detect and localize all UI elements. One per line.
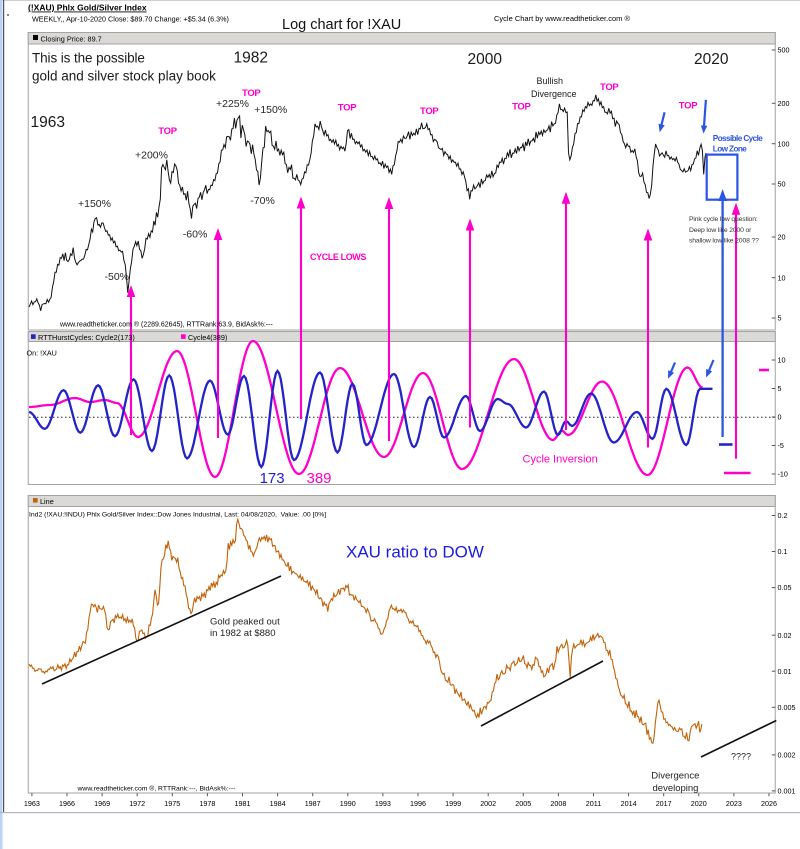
svg-text:Deep low like 2000 or: Deep low like 2000 or <box>689 227 752 234</box>
svg-text:gold and silver stock play boo: gold and silver stock play book <box>32 68 216 83</box>
svg-text:TOP: TOP <box>158 126 177 137</box>
svg-text:1996: 1996 <box>410 799 426 808</box>
svg-text:WEEKLY,, Apr-10-2020 Close:: WEEKLY,, Apr-10-2020 Close: $89.70 Chang… <box>32 15 229 24</box>
svg-text:50: 50 <box>778 180 786 189</box>
svg-text:0: 0 <box>778 413 782 422</box>
svg-text:0.05: 0.05 <box>778 583 792 592</box>
svg-text:+200%: +200% <box>135 150 168 162</box>
svg-text:Bullish: Bullish <box>537 76 564 86</box>
svg-text:0.002: 0.002 <box>778 751 796 760</box>
svg-text:0.02: 0.02 <box>778 631 792 640</box>
svg-text:2002: 2002 <box>480 799 496 808</box>
svg-text:0.005: 0.005 <box>778 703 796 712</box>
svg-text:developing: developing <box>653 783 699 794</box>
svg-text:10: 10 <box>778 273 786 282</box>
svg-text:Line: Line <box>40 497 54 506</box>
svg-text:2000: 2000 <box>468 51 503 68</box>
svg-text:CYCLE LOWS: CYCLE LOWS <box>310 252 366 262</box>
svg-text:-10: -10 <box>778 470 788 479</box>
svg-text:-60%: -60% <box>183 229 208 241</box>
svg-text:1972: 1972 <box>129 799 145 808</box>
svg-text:1999: 1999 <box>445 799 461 808</box>
svg-text:TOP: TOP <box>420 106 439 117</box>
svg-text:+150%: +150% <box>78 198 111 210</box>
svg-text:2020: 2020 <box>694 51 729 68</box>
svg-text:1963: 1963 <box>31 114 65 131</box>
svg-text:0.01: 0.01 <box>778 667 792 676</box>
svg-text:TOP: TOP <box>338 103 357 114</box>
svg-text:(!XAU) Phlx Gold/Silver Index: (!XAU) Phlx Gold/Silver Index <box>28 3 147 13</box>
svg-text:Pink cycle low question:: Pink cycle low question: <box>689 216 758 223</box>
svg-text:1982: 1982 <box>234 50 268 67</box>
svg-text:0.001: 0.001 <box>778 787 796 796</box>
svg-text:173: 173 <box>260 470 285 487</box>
svg-text:TOP: TOP <box>242 88 261 99</box>
svg-text:Closing Price: 89.7: Closing Price: 89.7 <box>41 34 102 43</box>
svg-text:TOP: TOP <box>679 100 698 111</box>
svg-text:in 1982 at $880: in 1982 at $880 <box>210 628 276 639</box>
svg-text:+225%: +225% <box>216 98 249 110</box>
svg-text:Log chart for !XAU: Log chart for !XAU <box>282 17 401 33</box>
svg-text:1978: 1978 <box>199 799 215 808</box>
svg-text:200: 200 <box>778 99 790 108</box>
svg-text:1966: 1966 <box>59 799 75 808</box>
svg-text:2008: 2008 <box>550 799 566 808</box>
svg-text:1975: 1975 <box>164 799 180 808</box>
svg-text:+150%: +150% <box>254 104 287 116</box>
svg-text:Divergence: Divergence <box>651 771 699 782</box>
svg-text:On: !XAU: On: !XAU <box>27 349 57 358</box>
svg-text:RTTHurstCycles: Cycle2(173): RTTHurstCycles: Cycle2(173) <box>38 333 135 342</box>
svg-text:1969: 1969 <box>94 799 110 808</box>
svg-text:Ind2 (!XAU:!INDU) Phlx Gold/Si: Ind2 (!XAU:!INDU) Phlx Gold/Silver Index… <box>29 512 326 519</box>
svg-text:2017: 2017 <box>656 799 672 808</box>
svg-text:100: 100 <box>778 139 790 148</box>
svg-text:20: 20 <box>778 233 786 242</box>
svg-text:Possible Cycle: Possible Cycle <box>713 134 763 143</box>
svg-text:????: ???? <box>731 752 751 762</box>
svg-text:2011: 2011 <box>586 799 601 808</box>
svg-text:This is the possible: This is the possible <box>32 50 145 65</box>
svg-text:1993: 1993 <box>375 799 391 808</box>
svg-text:2005: 2005 <box>515 799 531 808</box>
svg-text:Divergence: Divergence <box>531 89 577 99</box>
svg-text:0.2: 0.2 <box>778 511 788 520</box>
svg-text:Gold peaked out: Gold peaked out <box>210 617 280 628</box>
svg-text:389: 389 <box>307 470 332 487</box>
svg-text:www.readtheticker.com ®, RTTRa: www.readtheticker.com ®, RTTRank:---, Bi… <box>77 785 236 793</box>
svg-text:0.1: 0.1 <box>778 547 788 556</box>
svg-text:XAU ratio to DOW: XAU ratio to DOW <box>346 543 484 562</box>
svg-text:500: 500 <box>778 46 790 55</box>
svg-text:10: 10 <box>778 356 786 365</box>
svg-text:Low Zone: Low Zone <box>713 145 747 154</box>
svg-text:5: 5 <box>778 314 782 323</box>
svg-text:-5: -5 <box>778 441 784 450</box>
svg-text:5: 5 <box>778 384 782 393</box>
svg-text:1987: 1987 <box>305 799 321 808</box>
svg-text:2026: 2026 <box>761 799 777 808</box>
svg-text:1981: 1981 <box>235 799 251 808</box>
svg-text:1984: 1984 <box>270 799 286 808</box>
svg-text:Cycle Chart by www.readthetick: Cycle Chart by www.readtheticker.com ® <box>494 14 630 23</box>
svg-text:TOP: TOP <box>512 102 531 113</box>
svg-text:www.readtheticker.com ® (2289.: www.readtheticker.com ® (2289.62645), RT… <box>59 321 273 329</box>
svg-text:Cycle4(389): Cycle4(389) <box>188 333 227 342</box>
svg-text:1990: 1990 <box>340 799 356 808</box>
svg-text:TOP: TOP <box>600 82 619 93</box>
svg-text:2014: 2014 <box>621 799 637 808</box>
svg-text:shallow low like 2008 ??: shallow low like 2008 ?? <box>689 238 759 245</box>
svg-text:-70%: -70% <box>250 195 275 207</box>
svg-text:2023: 2023 <box>726 799 742 808</box>
svg-text:2020: 2020 <box>691 799 707 808</box>
svg-text:1963: 1963 <box>24 799 40 808</box>
svg-text:Cycle Inversion: Cycle Inversion <box>523 454 598 466</box>
svg-text:-50%: -50% <box>105 271 130 283</box>
